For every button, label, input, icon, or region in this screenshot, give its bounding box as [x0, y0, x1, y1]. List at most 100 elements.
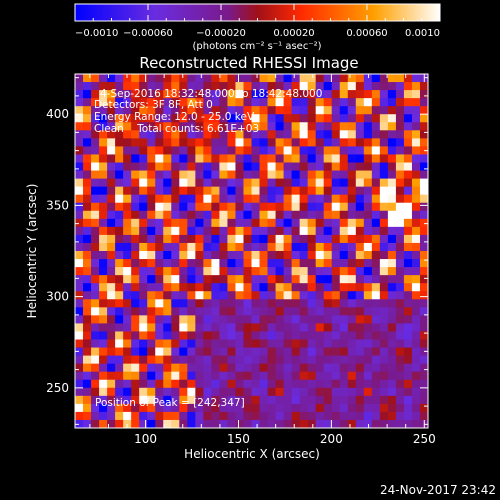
heatmap-cell [123, 178, 132, 188]
heatmap-cell [315, 323, 325, 332]
heatmap-cell [115, 90, 124, 99]
heatmap-cell [243, 387, 252, 397]
heatmap-cell [75, 202, 84, 212]
heatmap-cell [163, 259, 172, 268]
heatmap-cell [419, 98, 429, 107]
x-tick-label: 250 [413, 432, 436, 446]
heatmap-cell [83, 106, 92, 115]
heatmap-cell [411, 138, 421, 147]
heatmap-cell [267, 226, 276, 236]
heatmap-cell [267, 331, 276, 340]
heatmap-cell [315, 291, 325, 300]
heatmap-cell [363, 363, 373, 373]
heatmap-cell [139, 170, 148, 179]
heatmap-cell [211, 98, 220, 107]
heatmap-cell [339, 186, 349, 196]
heatmap-cell [275, 283, 284, 292]
heatmap-cell [99, 210, 108, 220]
heatmap-cell [139, 363, 148, 373]
heatmap-cell [283, 210, 293, 220]
heatmap-cell [227, 411, 236, 421]
heatmap-cell [235, 162, 244, 171]
heatmap-cell [387, 202, 397, 212]
heatmap-cell [355, 74, 365, 83]
heatmap-cell [195, 122, 204, 131]
heatmap-cell [203, 202, 212, 212]
heatmap-cell [275, 331, 284, 340]
heatmap-cell [339, 323, 349, 332]
heatmap-cell [91, 371, 100, 381]
heatmap-cell [411, 379, 421, 389]
heatmap-cell [131, 259, 140, 268]
heatmap-cell [267, 130, 276, 139]
heatmap-cell [155, 114, 164, 123]
heatmap-cell [155, 130, 164, 139]
heatmap-cell [235, 315, 244, 324]
heatmap-cell [275, 275, 284, 284]
heatmap-cell [243, 339, 252, 348]
heatmap-cell [123, 259, 132, 268]
heatmap-cell [123, 283, 132, 292]
heatmap-cell [331, 194, 341, 204]
heatmap-cell [291, 186, 301, 196]
heatmap-cell [355, 339, 365, 348]
heatmap-cell [419, 138, 429, 147]
heatmap-cell [387, 307, 397, 316]
heatmap-cell [291, 307, 301, 316]
heatmap-cell [131, 90, 140, 99]
heatmap-cell [227, 90, 236, 99]
heatmap-cell [123, 202, 132, 212]
heatmap-cell [147, 387, 156, 397]
heatmap-cell [275, 154, 284, 163]
heatmap-cell [211, 154, 220, 163]
heatmap-cell [267, 122, 276, 131]
heatmap-cell [299, 106, 309, 115]
heatmap-cell [411, 210, 421, 220]
heatmap-cell [163, 138, 172, 147]
heatmap-cell [187, 226, 196, 236]
heatmap-cell [243, 419, 252, 429]
heatmap-cell [171, 162, 180, 171]
heatmap-cell [187, 74, 196, 83]
heatmap-cell [331, 355, 341, 365]
heatmap-cell [267, 242, 276, 252]
heatmap-cell [363, 371, 373, 381]
heatmap-cell [347, 323, 357, 332]
heatmap-cell [299, 419, 309, 429]
heatmap-cell [283, 387, 293, 397]
heatmap-cell [75, 419, 84, 429]
heatmap-cell [267, 138, 276, 147]
heatmap-cell [347, 315, 357, 324]
heatmap-cell [243, 259, 252, 268]
heatmap-cell [75, 234, 84, 244]
heatmap-cell [291, 130, 301, 139]
heatmap-cell [387, 218, 397, 228]
heatmap-cell [259, 170, 268, 179]
heatmap-cell [195, 259, 204, 268]
heatmap-cell [403, 347, 413, 356]
heatmap-cell [419, 154, 429, 163]
x-tick-label: 200 [320, 432, 343, 446]
heatmap-cell [371, 186, 381, 196]
heatmap-cell [307, 242, 317, 252]
heatmap-cell [123, 387, 132, 397]
heatmap-cell [323, 291, 333, 300]
heatmap-cell [123, 122, 132, 131]
heatmap-cell [147, 202, 156, 212]
heatmap-cell [91, 275, 100, 284]
heatmap-cell [291, 106, 301, 115]
heatmap-cell [171, 275, 180, 284]
heatmap-cell [171, 283, 180, 292]
heatmap-cell [155, 403, 164, 413]
heatmap-cell [267, 234, 276, 244]
heatmap-cell [115, 130, 124, 139]
heatmap-cell [267, 74, 276, 83]
heatmap-cell [227, 218, 236, 228]
heatmap-cell [83, 371, 92, 381]
heatmap-cell [187, 419, 196, 429]
heatmap-cell [307, 186, 317, 196]
heatmap-cell [187, 387, 196, 397]
heatmap-cell [315, 218, 325, 228]
heatmap-cell [99, 395, 108, 405]
heatmap-cell [163, 411, 172, 421]
